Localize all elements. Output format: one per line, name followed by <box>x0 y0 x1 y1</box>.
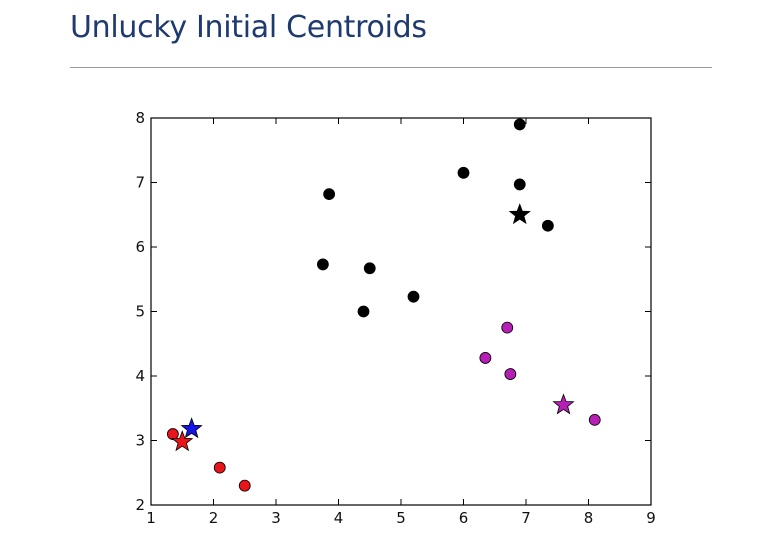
x-tick-label: 8 <box>584 509 594 527</box>
data-point <box>357 305 370 318</box>
y-tick-label: 6 <box>135 238 145 256</box>
y-tick-label: 5 <box>135 303 145 321</box>
data-point <box>323 188 336 201</box>
centroid-star <box>552 393 575 415</box>
data-point <box>166 428 179 440</box>
x-tick-label: 6 <box>459 509 469 527</box>
data-point <box>501 321 514 334</box>
x-tick-label: 9 <box>646 509 656 527</box>
data-point <box>513 178 526 191</box>
data-point <box>316 258 329 271</box>
data-point <box>541 219 554 232</box>
y-tick-label: 7 <box>135 174 145 192</box>
slide-title: Unlucky Initial Centroids <box>70 10 427 45</box>
data-point <box>457 166 470 179</box>
data-point <box>238 479 251 492</box>
data-points <box>166 118 601 492</box>
data-point <box>504 368 517 380</box>
x-tick-labels: 1 2 3 4 5 6 7 8 9 <box>146 509 656 527</box>
x-tick-label: 2 <box>209 509 219 527</box>
data-point <box>513 118 526 131</box>
centroid-star <box>180 417 203 439</box>
y-tick-labels: 2 3 4 5 6 7 8 <box>135 109 145 514</box>
data-point <box>479 352 492 364</box>
x-tick-label: 3 <box>271 509 281 527</box>
data-point <box>588 413 601 426</box>
x-tick-label: 4 <box>334 509 344 527</box>
y-tick-label: 3 <box>135 432 145 450</box>
axis-ticks <box>150 117 652 506</box>
y-tick-label: 8 <box>135 109 145 127</box>
centroid-star <box>508 203 531 225</box>
data-point <box>213 461 226 474</box>
plot-area <box>150 117 652 506</box>
data-point <box>407 290 420 303</box>
data-point <box>363 262 376 275</box>
x-tick-label: 5 <box>396 509 406 527</box>
centroid-markers <box>171 203 575 452</box>
x-tick-label: 7 <box>521 509 531 527</box>
y-tick-label: 4 <box>135 367 145 385</box>
centroid-star <box>171 430 194 452</box>
y-tick-label: 2 <box>135 496 145 514</box>
title-divider <box>70 67 712 68</box>
x-tick-label: 1 <box>146 509 156 527</box>
